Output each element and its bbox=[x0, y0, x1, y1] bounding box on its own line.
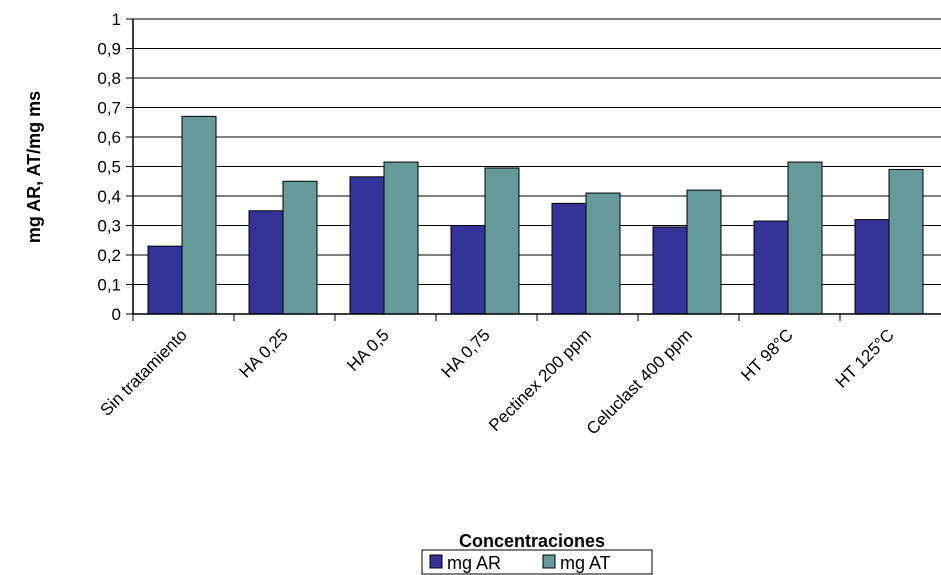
y-tick-label: 0 bbox=[112, 305, 121, 324]
bar-mg-at bbox=[787, 161, 823, 315]
x-tick-label: HA 0,75 bbox=[438, 325, 494, 381]
x-tick-label: HA 0,5 bbox=[343, 325, 393, 375]
bar-mg-ar bbox=[753, 220, 789, 315]
x-tick-label: HA 0,25 bbox=[236, 325, 292, 381]
legend: mg AR mg AT bbox=[421, 549, 653, 575]
bar-mg-at bbox=[686, 189, 722, 315]
y-tick-label: 0,8 bbox=[97, 69, 121, 88]
y-tick-label: 0,4 bbox=[97, 187, 121, 206]
bar-mg-at bbox=[282, 180, 318, 315]
x-tick-labels: Sin tratamiento HA 0,25 HA 0,5 HA 0,75Pecti… bbox=[97, 325, 898, 438]
x-tick-label: HT 125°C bbox=[832, 325, 898, 391]
y-tick-labels: 0 0,1 0,2 0,3 0,4 0,5 0,6 0,7 0,8 0,9 1 bbox=[97, 10, 121, 324]
y-tick-label: 0,6 bbox=[97, 128, 121, 147]
bar-mg-at bbox=[181, 115, 217, 315]
y-tick-label: 0,7 bbox=[97, 99, 121, 118]
legend-label: mg AR bbox=[447, 553, 501, 573]
x-tick-label: Celuclast 400 ppm bbox=[583, 325, 696, 438]
y-axis-title: mg AR, AT/mg ms bbox=[24, 91, 44, 243]
bar-mg-at bbox=[585, 192, 621, 315]
y-tick-label: 0,9 bbox=[97, 40, 121, 59]
x-tick-label: Sin tratamiento bbox=[97, 325, 191, 419]
axes bbox=[126, 18, 941, 321]
bar-mg-ar bbox=[854, 219, 890, 315]
bar-mg-at bbox=[383, 161, 419, 315]
bar-mg-ar bbox=[551, 202, 587, 315]
x-tick-label: HT 98°C bbox=[737, 325, 796, 384]
y-tick-label: 0,1 bbox=[97, 276, 121, 295]
bar-mg-ar bbox=[652, 226, 688, 315]
bar-mg-at bbox=[484, 167, 520, 315]
y-tick-label: 1 bbox=[112, 10, 121, 29]
x-tick-label: Pectinex 200 ppm bbox=[485, 325, 595, 435]
x-axis-title: Concentraciones bbox=[459, 531, 605, 551]
legend-swatch bbox=[542, 554, 556, 569]
bar-mg-at bbox=[888, 168, 924, 315]
y-tick-label: 0,2 bbox=[97, 246, 121, 265]
legend-label: mg AT bbox=[560, 553, 611, 573]
bar-mg-ar bbox=[147, 245, 183, 315]
legend-swatch bbox=[429, 554, 443, 569]
bar-mg-ar bbox=[248, 210, 284, 315]
bar-mg-ar bbox=[349, 176, 385, 315]
bar-mg-ar bbox=[450, 225, 486, 315]
y-tick-label: 0,3 bbox=[97, 217, 121, 236]
y-tick-label: 0,5 bbox=[97, 158, 121, 177]
legend-box bbox=[421, 549, 653, 575]
